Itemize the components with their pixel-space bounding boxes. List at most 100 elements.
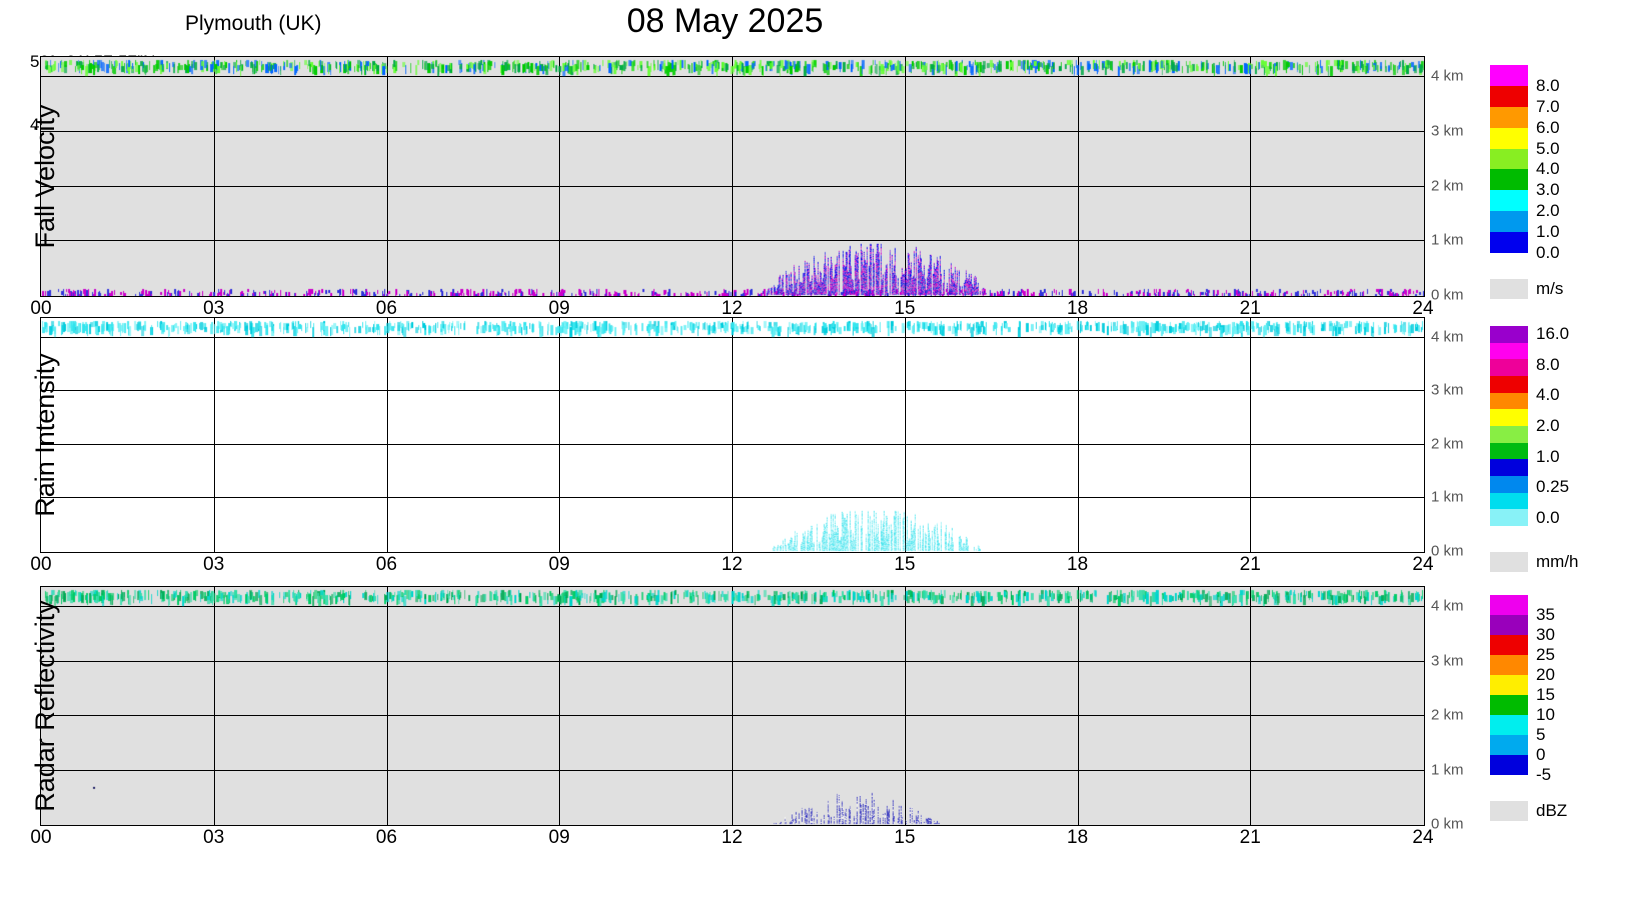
- data-layer: [41, 318, 1424, 552]
- color-swatch: [1490, 326, 1528, 343]
- color-swatch: [1490, 409, 1528, 426]
- colorbar-tick-label: 0.0: [1536, 243, 1560, 262]
- panel-title-rain-intensity: Rain Intensity: [30, 353, 60, 517]
- colorbar-tick-label: 1.0: [1536, 222, 1560, 242]
- panel-fall-velocity: [40, 56, 1425, 297]
- colorbar-tick-label: 1.0: [1536, 446, 1560, 466]
- color-swatch: [1490, 635, 1528, 655]
- y-axis-tick-label: 1 km: [1431, 231, 1464, 249]
- y-axis-tick-label: 2 km: [1431, 177, 1464, 195]
- y-axis-tick-label: 4 km: [1431, 597, 1464, 615]
- y-axis-tick-label: 1 km: [1431, 761, 1464, 779]
- x-axis-tick-label: 03: [203, 298, 225, 319]
- color-swatches: [1490, 326, 1528, 526]
- color-swatch: [1490, 359, 1528, 376]
- colorbar-tick-label: 7.0: [1536, 96, 1560, 116]
- x-axis-tick-label: 21: [1239, 554, 1261, 575]
- color-swatch: [1490, 715, 1528, 735]
- x-axis-tick-label: 00: [30, 298, 52, 319]
- y-axis-tick-label: 1 km: [1431, 488, 1464, 506]
- colorbar-tick-label: 8.0: [1536, 75, 1560, 95]
- x-axis-tick-label: 12: [721, 554, 743, 575]
- panel-radar-reflectivity: [40, 586, 1425, 826]
- y-axis-tick-label: 2 km: [1431, 706, 1464, 724]
- color-swatch: [1490, 442, 1528, 460]
- y-axis-tick-label: 4 km: [1431, 328, 1464, 346]
- colorbar-tick-label: 20: [1536, 665, 1555, 684]
- x-axis-tick-label: 12: [721, 827, 743, 848]
- x-axis-tick-label: 24: [1412, 554, 1434, 575]
- x-axis-tick-label: 09: [548, 554, 570, 575]
- colorbar-tick-label: 2.0: [1536, 201, 1560, 221]
- panel-title-fall-velocity: Fall Velocity: [30, 104, 60, 249]
- color-swatch: [1490, 675, 1528, 695]
- color-swatch: [1490, 695, 1528, 715]
- x-axis-tick-label: 06: [375, 827, 398, 848]
- no-data-swatch: [1490, 279, 1528, 299]
- colorbar-unit-label: mm/h: [1536, 552, 1579, 571]
- y-axis-tick-label: 0 km: [1431, 286, 1464, 304]
- color-swatches: [1490, 65, 1528, 253]
- colorbar-tick-label: 5: [1536, 725, 1546, 744]
- colorbar-tick-label: 0: [1536, 745, 1546, 764]
- x-axis-tick-label: 12: [721, 298, 743, 319]
- x-axis-tick-label: 24: [1412, 298, 1434, 319]
- x-axis-tick-label: 24: [1412, 827, 1434, 848]
- colorbar-tick-label: 5.0: [1536, 138, 1560, 158]
- x-axis-tick-label: 15: [894, 827, 916, 848]
- x-axis-tick-label: 03: [203, 827, 225, 848]
- no-data-swatch: [1490, 801, 1528, 821]
- colorbar-tick-label: -5: [1536, 765, 1552, 784]
- color-swatch: [1490, 595, 1528, 615]
- x-axis-tick-label: 21: [1239, 827, 1261, 848]
- x-axis-tick-label: 00: [30, 827, 52, 848]
- x-axis-tick-label: 15: [894, 298, 916, 319]
- x-axis-tick-label: 15: [894, 554, 916, 575]
- color-swatch: [1490, 425, 1528, 443]
- plot-area: [40, 56, 1425, 297]
- color-swatch: [1490, 459, 1528, 476]
- panel-title-radar-reflectivity: Radar Reflectivity: [30, 600, 60, 812]
- y-axis-tick-label: 3 km: [1431, 652, 1464, 670]
- colorbar-tick-label: 3.0: [1536, 180, 1560, 200]
- colorbar-tick-label: 35: [1536, 605, 1555, 624]
- colorbar-tick-label: 4.0: [1536, 385, 1560, 405]
- colorbar-unit-label: dBZ: [1536, 801, 1568, 820]
- y-axis-tick-label: 2 km: [1431, 435, 1464, 453]
- colorbar-tick-label: 6.0: [1536, 117, 1560, 137]
- data-layer: [41, 587, 1424, 825]
- colorbar-tick-label: 4.0: [1536, 159, 1560, 179]
- color-swatch: [1490, 615, 1528, 635]
- x-axis-tick-label: 03: [203, 554, 225, 575]
- colorbar-tick-label: 0.0: [1536, 507, 1560, 527]
- no-data-swatch: [1490, 552, 1528, 572]
- color-swatch: [1490, 148, 1528, 170]
- plot-area: [40, 317, 1425, 553]
- panel-rain-intensity: [40, 317, 1425, 553]
- x-axis-tick-label: 06: [375, 298, 398, 319]
- color-swatch: [1490, 755, 1528, 775]
- y-axis-tick-label: 0 km: [1431, 542, 1464, 560]
- color-swatch: [1490, 127, 1528, 149]
- y-axis-tick-label: 3 km: [1431, 122, 1464, 140]
- color-swatch: [1490, 392, 1528, 410]
- data-layer: [41, 57, 1424, 296]
- color-swatch: [1490, 475, 1528, 493]
- x-axis-tick-label: 09: [548, 298, 570, 319]
- x-axis-tick-label: 21: [1239, 298, 1261, 319]
- color-swatch: [1490, 509, 1528, 526]
- station-label: Plymouth (UK): [185, 12, 322, 35]
- color-swatch: [1490, 65, 1528, 86]
- colorbar-tick-label: 30: [1536, 625, 1555, 644]
- colorbar-tick-label: 0.25: [1536, 477, 1570, 497]
- y-axis-tick-label: 0 km: [1431, 815, 1464, 833]
- x-axis-tick-label: 09: [548, 827, 570, 848]
- color-swatch: [1490, 655, 1528, 675]
- colorbar-unit-label: m/s: [1536, 279, 1564, 298]
- color-swatch: [1490, 735, 1528, 755]
- x-axis-tick-label: 18: [1066, 554, 1089, 575]
- color-swatch: [1490, 85, 1528, 107]
- colorbar-tick-label: 8.0: [1536, 354, 1560, 374]
- colorbar-tick-label: 2.0: [1536, 416, 1560, 435]
- x-axis-tick-label: 06: [375, 554, 398, 575]
